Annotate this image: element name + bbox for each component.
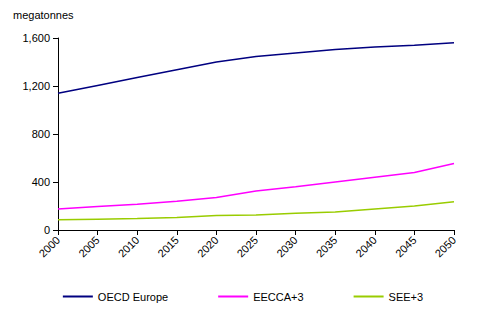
svg-text:2035: 2035	[314, 234, 340, 260]
svg-text:400: 400	[32, 176, 50, 188]
svg-text:2050: 2050	[432, 234, 458, 260]
svg-text:2040: 2040	[353, 234, 379, 260]
svg-text:2000: 2000	[36, 234, 62, 260]
svg-text:2010: 2010	[116, 234, 142, 260]
svg-text:800: 800	[32, 128, 50, 140]
svg-text:2015: 2015	[155, 234, 181, 260]
svg-text:1,600: 1,600	[22, 32, 50, 44]
svg-text:2045: 2045	[393, 234, 419, 260]
svg-text:SEE+3: SEE+3	[389, 291, 424, 303]
svg-text:2020: 2020	[195, 234, 221, 260]
svg-text:1,200: 1,200	[22, 80, 50, 92]
svg-text:megatonnes: megatonnes	[13, 9, 74, 21]
svg-text:0: 0	[44, 224, 50, 236]
svg-text:2025: 2025	[234, 234, 260, 260]
svg-text:OECD Europe: OECD Europe	[98, 291, 168, 303]
svg-text:2030: 2030	[274, 234, 300, 260]
svg-text:EECCA+3: EECCA+3	[253, 291, 303, 303]
svg-text:2005: 2005	[76, 234, 102, 260]
